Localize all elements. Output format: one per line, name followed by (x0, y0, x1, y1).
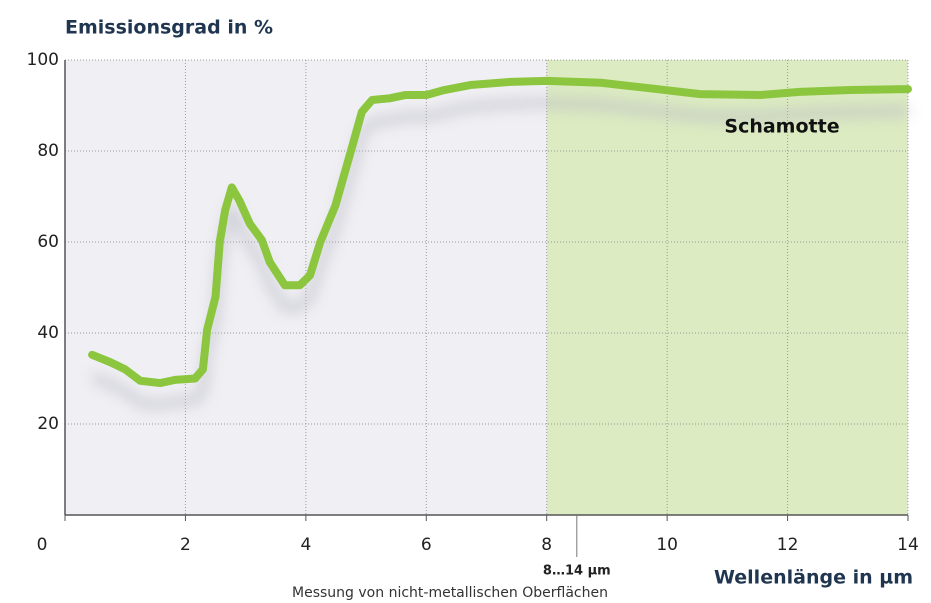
x-tick-label: 14 (897, 535, 919, 555)
series-label: Schamotte (724, 116, 839, 138)
subtitle: Messung von nicht-metallischen Oberfläch… (292, 585, 608, 601)
y-tick-label: 60 (37, 232, 59, 252)
chart-title: Emissionsgrad in % (65, 17, 273, 39)
y-tick-label: 40 (37, 323, 59, 343)
y-tick-label: 100 (27, 50, 59, 70)
x-tick-label: 0 (37, 535, 48, 555)
y-tick-label: 80 (37, 141, 59, 161)
x-axis-title: Wellenlänge in µm (714, 567, 913, 589)
x-tick-label: 12 (777, 535, 799, 555)
x-tick-label: 10 (656, 535, 678, 555)
x-tick-label: 4 (300, 535, 311, 555)
annotation: 8…14 µm (543, 564, 611, 579)
line-shadow (90, 97, 909, 411)
y-tick-label: 20 (37, 414, 59, 434)
x-tick-label: 2 (180, 535, 191, 555)
x-tick-label: 8 (541, 535, 552, 555)
line (88, 76, 912, 388)
highlight-band (546, 60, 908, 515)
x-tick-label: 6 (421, 535, 432, 555)
